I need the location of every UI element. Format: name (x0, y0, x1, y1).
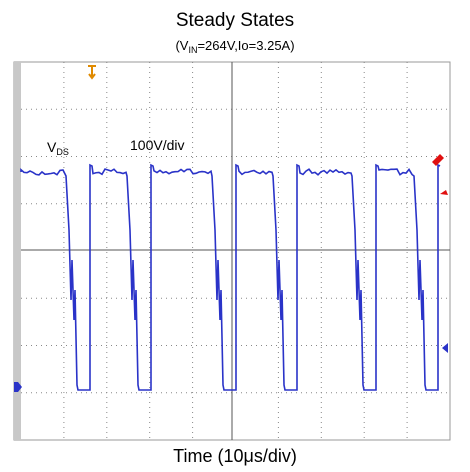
subtitle-prefix: (V (175, 38, 188, 53)
scale-label: 100V/div (130, 137, 184, 153)
trace-label-subscript: DS (56, 147, 69, 157)
subtitle: (VIN=264V,Io=3.25A) (175, 38, 294, 55)
subtitle-suffix: =264V,Io=3.25A) (197, 38, 294, 53)
x-label: Time (10μs/div) (173, 446, 297, 466)
figure: Steady States (VIN=264V,Io=3.25A) VDS 10… (0, 0, 470, 472)
title: Steady States (176, 10, 294, 31)
subtitle-subscript: IN (188, 45, 197, 55)
